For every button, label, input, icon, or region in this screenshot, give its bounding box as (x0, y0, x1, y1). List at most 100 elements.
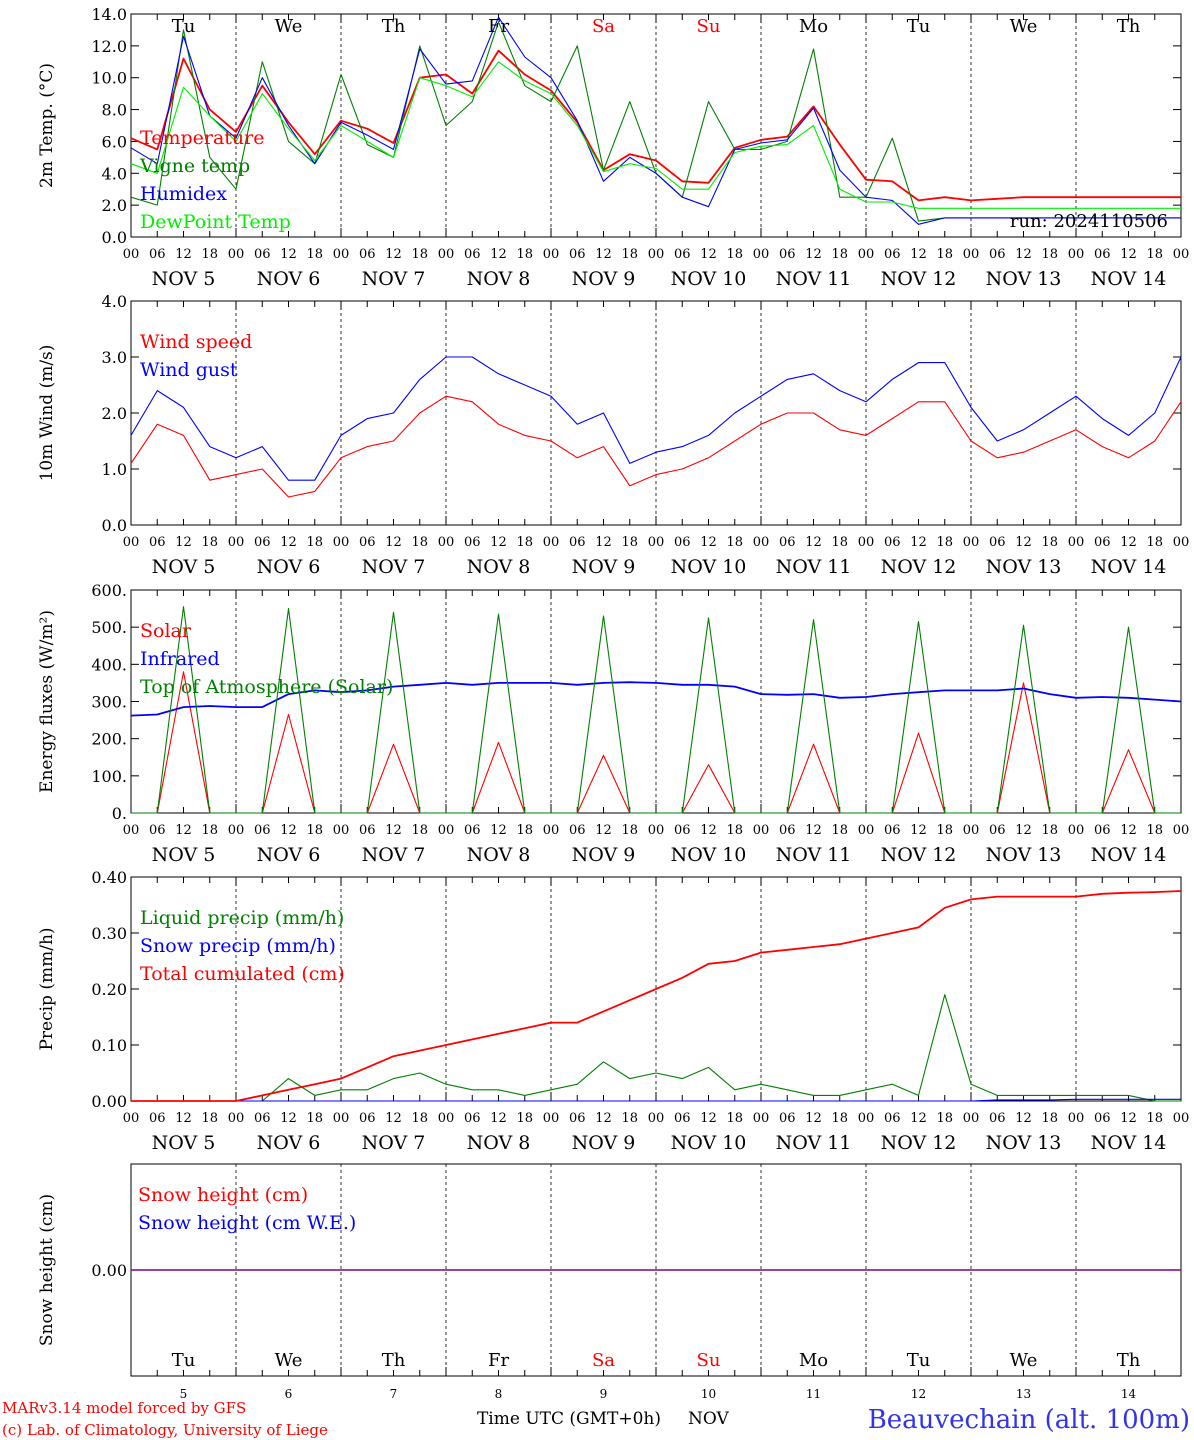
hour-tick-label: 18 (936, 247, 953, 262)
hour-tick-label: 18 (516, 535, 533, 550)
date-label: NOV 10 (671, 268, 747, 290)
hour-tick-label: 18 (1041, 535, 1058, 550)
legend-entry: Liquid precip (mm/h) (140, 907, 344, 929)
day-label-bottom: Tu (172, 1350, 196, 1371)
series-line-3 (130, 16, 1181, 225)
hour-tick-label: 06 (149, 823, 166, 838)
date-label: NOV 12 (881, 844, 957, 866)
hour-tick-label: 00 (963, 535, 980, 550)
hour-tick-label: 00 (333, 1111, 350, 1126)
hour-tick-label: 00 (1068, 1111, 1085, 1126)
y-axis-label: Energy fluxes (W/m²) (37, 610, 57, 793)
hour-tick-label: 00 (648, 535, 665, 550)
y-tick-label: 10.0 (91, 69, 127, 88)
legend-entry: Infrared (140, 648, 220, 670)
legend-entry: Snow height (cm W.E.) (138, 1212, 356, 1234)
legend-entry: Top of Atmosphere (Solar) (140, 676, 393, 698)
day-number: 9 (600, 1387, 608, 1401)
hour-tick-label: 18 (831, 535, 848, 550)
hour-tick-label: 00 (543, 823, 560, 838)
hour-tick-label: 12 (700, 823, 717, 838)
date-label: NOV 13 (986, 268, 1062, 290)
y-tick-label: 6.0 (102, 132, 127, 151)
hour-tick-label: 00 (648, 823, 665, 838)
day-label-top: Th (382, 16, 406, 37)
day-number: 5 (180, 1387, 188, 1401)
date-label: NOV 11 (776, 556, 852, 578)
hour-tick-label: 06 (254, 247, 271, 262)
legend-entry: Total cumulated (cm) (140, 963, 345, 985)
panel-frame (130, 589, 1182, 814)
hour-tick-label: 06 (569, 247, 586, 262)
day-label-top: We (275, 16, 303, 37)
hour-tick-label: 00 (543, 1111, 560, 1126)
day-label-top: We (1010, 16, 1038, 37)
hour-tick-label: 12 (490, 535, 507, 550)
hour-tick-label: 18 (936, 1111, 953, 1126)
date-label: NOV 8 (467, 1132, 531, 1154)
y-tick-label: 400. (91, 655, 127, 674)
panels: 0.0 2.0 4.0 6.0 8.0 10.0 12.0 14.0 2m Temp. (°C)… (37, 5, 1189, 1401)
hour-tick-label: 18 (201, 823, 218, 838)
hour-tick-label: 12 (280, 823, 297, 838)
series-line-1 (130, 395, 1182, 498)
day-number: 8 (495, 1387, 503, 1401)
series-line-1 (130, 49, 1181, 202)
y-tick-label: 1.0 (102, 460, 127, 479)
date-label: NOV 8 (467, 844, 531, 866)
hour-tick-label: 06 (884, 823, 901, 838)
hour-tick-label: 06 (464, 1111, 481, 1126)
hour-tick-label: 12 (1015, 823, 1032, 838)
date-label: NOV 5 (152, 844, 216, 866)
y-tick-label: 0.20 (91, 980, 127, 999)
hour-tick-label: 18 (621, 1111, 638, 1126)
date-label: NOV 7 (362, 844, 426, 866)
day-number: 6 (285, 1387, 293, 1401)
date-label: NOV 7 (362, 268, 426, 290)
hour-tick-label: 00 (753, 247, 770, 262)
hour-tick-label: 06 (359, 1111, 376, 1126)
hour-tick-label: 00 (1173, 535, 1190, 550)
hour-tick-label: 12 (490, 247, 507, 262)
day-label-top: Fr (488, 16, 509, 37)
hour-tick-label: 06 (674, 1111, 691, 1126)
y-axis-label: 2m Temp. (°C) (37, 63, 57, 188)
hour-tick-label: 12 (910, 535, 927, 550)
hour-tick-label: 18 (516, 247, 533, 262)
hour-tick-label: 00 (858, 247, 875, 262)
y-tick-label: 0. (112, 804, 127, 823)
hour-tick-label: 12 (595, 1111, 612, 1126)
hour-tick-label: 06 (779, 823, 796, 838)
date-label: NOV 14 (1091, 268, 1167, 290)
hour-tick-label: 00 (648, 1111, 665, 1126)
date-label: NOV 8 (467, 556, 531, 578)
y-tick-label: 600. (91, 581, 127, 600)
hour-tick-label: 18 (201, 247, 218, 262)
legend-entry: Vigne temp (139, 155, 250, 177)
hour-tick-label: 12 (805, 247, 822, 262)
hour-tick-label: 18 (201, 535, 218, 550)
y-axis-label: Snow height (cm) (37, 1194, 57, 1346)
hour-tick-label: 18 (411, 823, 428, 838)
credit-line-1: MARv3.14 model forced by GFS (2, 1399, 246, 1417)
legend-entry: Snow precip (mm/h) (140, 935, 336, 957)
series-line-1 (131, 994, 1181, 1102)
legend-entry: Snow height (cm) (138, 1184, 308, 1206)
hour-tick-label: 18 (1146, 823, 1163, 838)
date-label: NOV 13 (986, 844, 1062, 866)
legend-entry: Wind speed (140, 331, 252, 353)
hour-tick-label: 06 (779, 535, 796, 550)
day-number: 7 (390, 1387, 398, 1401)
hour-tick-label: 12 (490, 1111, 507, 1126)
hour-tick-label: 06 (989, 1111, 1006, 1126)
hour-tick-label: 06 (1094, 1111, 1111, 1126)
hour-tick-label: 18 (1146, 535, 1163, 550)
legend-entry: DewPoint Temp (140, 211, 291, 233)
y-tick-label: 300. (91, 693, 127, 712)
hour-tick-label: 12 (280, 535, 297, 550)
hour-tick-label: 06 (674, 535, 691, 550)
series-line-3 (131, 890, 1182, 1102)
hour-tick-label: 06 (254, 1111, 271, 1126)
date-label: NOV 5 (152, 1132, 216, 1154)
